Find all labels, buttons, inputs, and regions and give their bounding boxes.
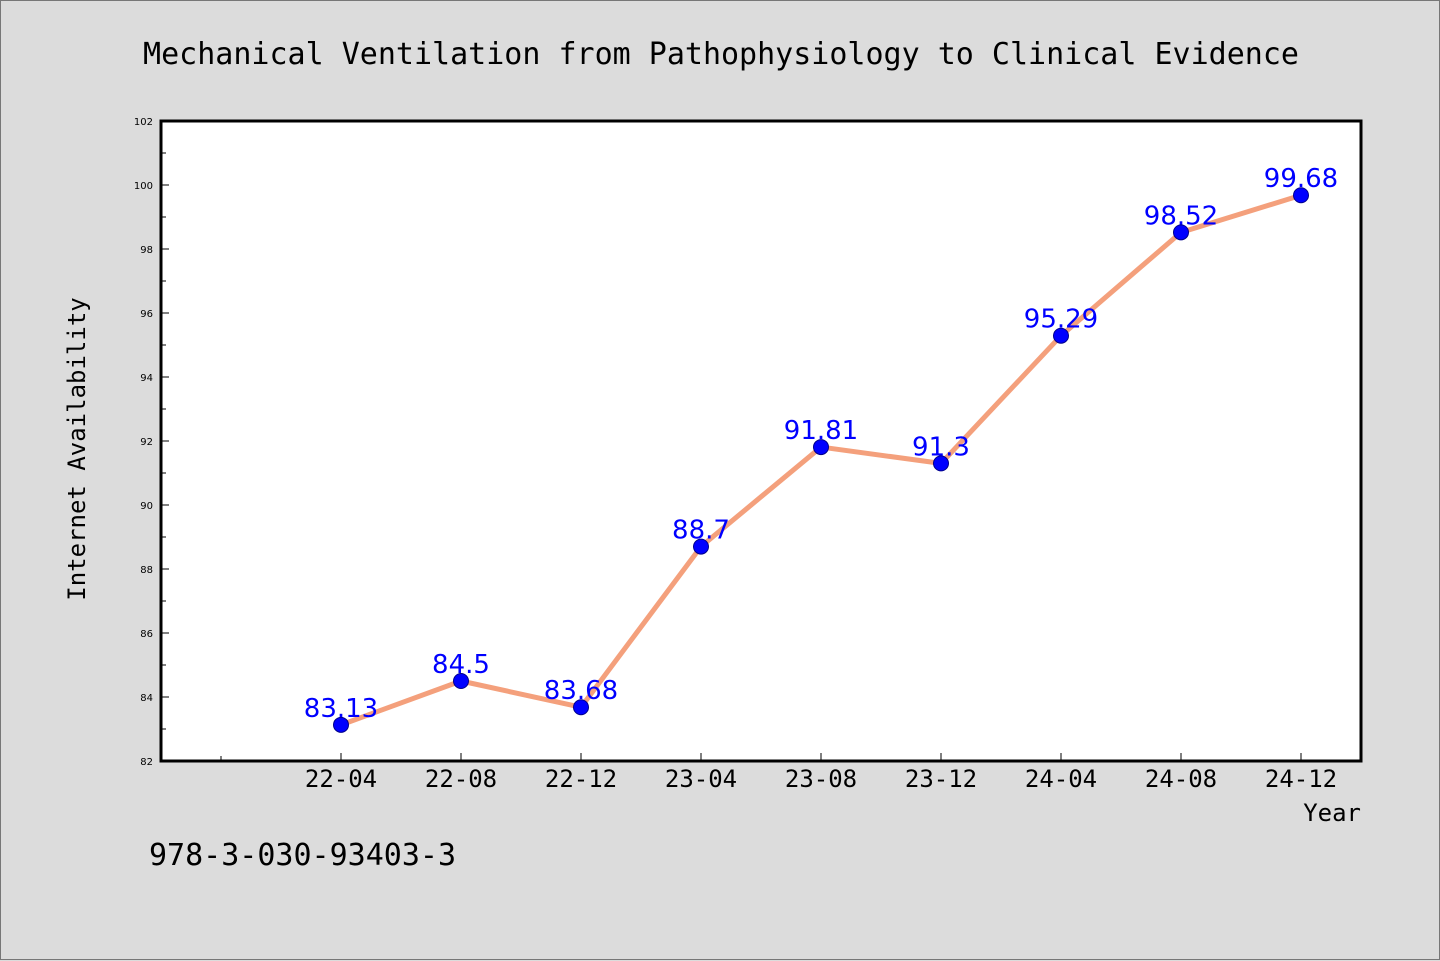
data-point	[453, 673, 469, 689]
x-tick-label: 24-12	[1265, 765, 1337, 793]
x-axis-ticks: 22-04 22-08 22-12 23-04 23-08 23-12 24-04 24-08…	[220, 753, 1337, 793]
y-tick-label: 88	[140, 565, 153, 576]
data-label: 98.52	[1144, 201, 1218, 231]
data-point	[933, 455, 949, 472]
data-label: 84.5	[432, 650, 490, 680]
data-labels: 83.13 84.5 83.68 88.7 91.81 91.3 95.29 98.52 99.…	[304, 164, 1338, 724]
y-tick-label: 100	[134, 181, 153, 192]
y-tick-label: 98	[140, 245, 153, 256]
data-label: 95.29	[1024, 305, 1098, 335]
x-tick-label: 23-08	[785, 765, 857, 793]
x-tick-label: 23-12	[905, 765, 977, 793]
footer-isbn: 978-3-030-93403-3	[149, 838, 456, 873]
data-point	[813, 439, 829, 456]
x-tick-label: 24-08	[1145, 765, 1217, 793]
x-tick-label: 23-04	[665, 765, 737, 793]
y-tick-label: 90	[140, 501, 153, 512]
chart-title: Mechanical Ventilation from Pathophysiol…	[143, 37, 1299, 72]
data-label: 88.7	[672, 516, 730, 546]
y-tick-label: 94	[140, 373, 153, 384]
x-axis-label: Year	[1303, 799, 1361, 827]
series-layer	[333, 187, 1309, 733]
y-tick-label: 84	[140, 693, 153, 704]
data-point	[1173, 224, 1189, 241]
data-point	[573, 699, 589, 716]
y-axis-ticks: 82 84 86 88 90 92 94 96 98 100 102	[134, 117, 169, 768]
x-tick-label: 24-04	[1025, 765, 1097, 793]
y-tick-label: 92	[140, 437, 153, 448]
plot-area	[159, 119, 1363, 763]
data-point	[1053, 327, 1069, 344]
data-label: 83.68	[544, 676, 618, 706]
y-tick-label: 86	[140, 629, 153, 640]
y-tick-label: 102	[134, 117, 153, 128]
y-tick-label: 96	[140, 309, 153, 320]
data-label: 83.13	[304, 694, 378, 724]
data-label: 99.68	[1264, 164, 1338, 194]
y-axis-label: Internet Availability	[63, 297, 91, 600]
data-label: 91.81	[784, 416, 858, 446]
data-point	[693, 538, 709, 555]
data-label: 91.3	[912, 432, 970, 462]
x-tick-label: 22-04	[305, 765, 377, 793]
data-point	[333, 716, 349, 733]
x-tick-label: 22-08	[425, 765, 497, 793]
x-tick-label: 22-12	[545, 765, 617, 793]
y-tick-label: 82	[140, 757, 153, 768]
data-point	[1293, 187, 1309, 204]
